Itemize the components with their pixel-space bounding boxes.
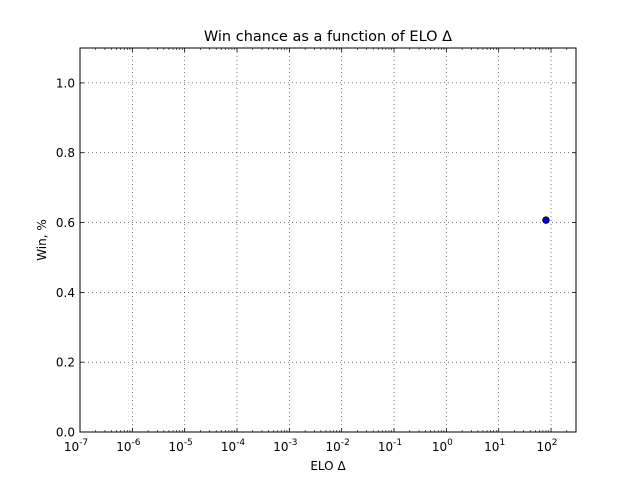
tick-layer	[79, 48, 576, 433]
x-tick-label: 10-4	[221, 438, 246, 454]
y-tick-label: 0.2	[56, 356, 75, 370]
x-tick-label: 10-5	[169, 438, 193, 454]
x-tick-label: 10-3	[273, 438, 297, 454]
chart-title: Win chance as a function of ELO Δ	[204, 29, 452, 45]
y-tick-label: 0.0	[56, 426, 75, 440]
y-tick-label: 0.4	[56, 286, 75, 300]
data-point	[542, 216, 550, 224]
plot-frame	[79, 47, 577, 433]
x-tick-label: 10-6	[116, 438, 141, 454]
x-tick-label: 10-2	[326, 438, 350, 454]
y-axis-label: Win, %	[35, 219, 49, 261]
data-point-layer	[542, 216, 550, 224]
x-tick-label: 100	[432, 438, 453, 454]
x-tick-label: 10-7	[64, 438, 88, 454]
grid-layer	[80, 48, 576, 432]
x-tick-label: 102	[537, 438, 558, 454]
y-tick-label: 0.8	[56, 146, 75, 160]
y-tick-label: 0.6	[56, 216, 75, 230]
x-tick-label: 10-1	[378, 438, 402, 454]
y-tick-label: 1.0	[56, 76, 75, 90]
x-axis-label: ELO Δ	[310, 459, 346, 473]
x-tick-label: 101	[484, 438, 505, 454]
tick-label-layer: 10-7 10-6 10-5 10-4 10-3 10-2 10-1 100 101 102 0.0…	[56, 76, 558, 454]
